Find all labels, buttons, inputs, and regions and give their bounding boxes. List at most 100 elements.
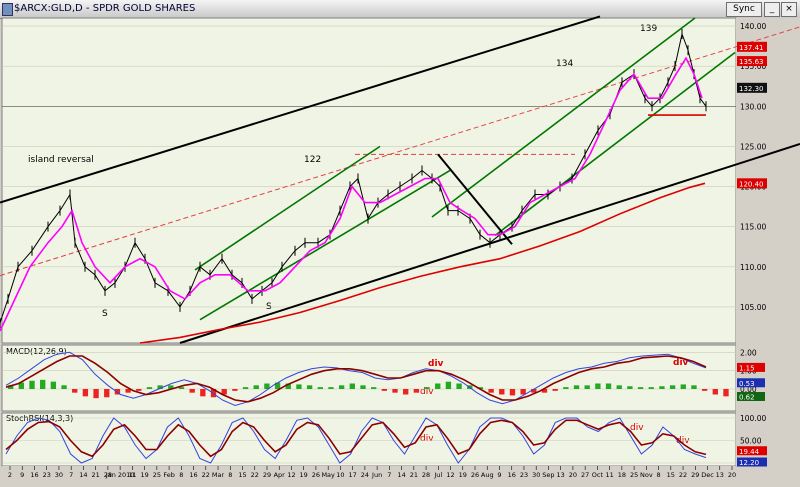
price-value-tag xyxy=(737,41,767,52)
macd-histogram-bar xyxy=(445,381,452,389)
trendline-upper-black xyxy=(0,15,601,204)
trendline-green-lower-a xyxy=(199,169,451,321)
annotation-macd-div-2: div xyxy=(420,387,434,397)
macd-histogram-bar xyxy=(499,389,505,395)
macd-histogram-bar xyxy=(221,389,227,395)
price-tick-label: 105.00 xyxy=(740,303,766,312)
macd-histogram-bar xyxy=(413,389,420,393)
window-title: $ARCX:GLD,D - SPDR GOLD SHARES xyxy=(14,3,196,14)
date-tick-label: 22 xyxy=(202,471,210,479)
date-tick-label: 25 xyxy=(630,471,638,479)
macd-histogram-bar xyxy=(317,387,323,389)
price-value-tag-label: 137.41 xyxy=(739,44,764,52)
date-tick-label: 14 xyxy=(397,471,405,479)
macd-value-tag xyxy=(737,378,765,388)
macd-histogram-bar xyxy=(488,389,494,393)
axis-layer: 105.00 110.00 115.00 12 0.00 125.00 130.00 135.… xyxy=(8,22,767,479)
macd-histogram-bar xyxy=(200,389,206,397)
macd-histogram-bar xyxy=(691,385,697,389)
annotation-s-1: S xyxy=(102,309,108,319)
macd-histogram-bar xyxy=(477,387,484,389)
macd-histogram-bar xyxy=(8,385,14,389)
date-tick-label: 15 xyxy=(667,471,675,479)
date-tick-label: 19 xyxy=(459,471,467,479)
date-tick-label: 19 xyxy=(140,471,148,479)
price-tick-label: 110.00 xyxy=(740,263,766,272)
macd-histogram-bar xyxy=(253,385,259,389)
macd-histogram-bar xyxy=(381,389,388,391)
date-tick-label: Oct xyxy=(592,471,604,479)
date-tick-label: 28 xyxy=(422,471,430,479)
macd-histogram-bar xyxy=(552,389,558,391)
macd-series-macd xyxy=(5,351,707,407)
macd-histogram-bar xyxy=(573,385,580,389)
date-tick-label: Sep xyxy=(542,471,554,479)
macd-histogram-bar xyxy=(627,386,633,389)
macd-histogram-bar xyxy=(146,387,153,389)
macd-histogram-bar xyxy=(701,389,708,391)
stoch-value-tag xyxy=(737,457,767,467)
macd-histogram-bar xyxy=(296,384,302,389)
date-tick-label: 16 xyxy=(508,471,516,479)
date-tick-label: 30 xyxy=(55,471,63,479)
annotation-139: 139 xyxy=(640,24,657,34)
macd-histogram-bar xyxy=(104,389,110,398)
annotation-macd-div-3: div xyxy=(673,358,689,368)
date-tick-label: 22 xyxy=(251,471,259,479)
macd-histogram-bar xyxy=(435,383,441,389)
chart-app-icon xyxy=(2,3,13,16)
trendline-dashed-red-upper xyxy=(0,26,800,277)
date-tick-label: Nov xyxy=(640,471,653,479)
date-tick-label: 12 xyxy=(446,471,454,479)
annotation-island-reversal: island reversal xyxy=(28,155,94,165)
price-tick-label: 140.00 xyxy=(740,22,766,31)
macd-histogram-bar xyxy=(136,389,142,391)
date-tick-label: 21 xyxy=(92,471,100,479)
series-layer xyxy=(0,29,707,344)
macd-histogram-bar xyxy=(616,385,622,389)
sync-button[interactable]: Sync xyxy=(726,2,762,17)
date-tick-label: 21 xyxy=(410,471,418,479)
macd-histogram-bar xyxy=(328,387,334,389)
macd-value-tag-label: 0.53 xyxy=(739,380,755,388)
stoch-value-tag-label: 19.44 xyxy=(739,448,760,456)
macd-histogram-bar xyxy=(29,380,35,389)
macd-histogram-bar xyxy=(403,389,409,395)
date-tick-label: Jan 2010 xyxy=(105,471,135,479)
date-tick-label: 18 xyxy=(618,471,626,479)
window-minimize-button[interactable]: _ xyxy=(764,2,780,17)
macd-histogram-bar xyxy=(72,389,78,393)
date-tick-label: 23 xyxy=(43,471,51,479)
date-tick-label: 11 xyxy=(128,471,136,479)
date-tick-label: 26 xyxy=(312,471,320,479)
macd-histogram-bar xyxy=(232,389,238,391)
macd-histogram-bar xyxy=(168,385,174,389)
date-tick-label: 8 xyxy=(179,471,183,479)
date-tick-label: 2 xyxy=(8,471,12,479)
macd-tick-label: 0.00 xyxy=(740,385,757,394)
trendline-green-upper-a xyxy=(194,145,381,271)
macd-histogram-bar xyxy=(648,387,654,389)
date-tick-label: 14 xyxy=(79,471,87,479)
macd-histogram-bar xyxy=(93,389,99,399)
macd-histogram-bar xyxy=(264,383,270,389)
price-value-tag-label: 120.40 xyxy=(739,180,764,188)
date-tick-label: 16 xyxy=(189,471,197,479)
macd-panel xyxy=(1,344,737,412)
macd-histogram-bar xyxy=(371,387,377,389)
date-tick-label: Feb xyxy=(163,471,175,479)
date-tick-label: 25 xyxy=(153,471,161,479)
price-value-tag-label: 132.30 xyxy=(739,85,764,93)
macd-histogram-bar xyxy=(306,385,313,389)
macd-histogram-bar xyxy=(40,379,46,389)
date-tick-label: 8 xyxy=(657,471,661,479)
price-tick-label: 115.00 xyxy=(740,223,766,232)
macd-histogram-bar xyxy=(18,382,25,389)
window-close-button[interactable]: × xyxy=(781,2,797,17)
macd-tick-label: 2.00 xyxy=(740,348,757,357)
price-value-tag xyxy=(737,56,767,67)
macd-value-tag xyxy=(737,362,765,372)
macd-histogram-bar xyxy=(285,383,291,389)
